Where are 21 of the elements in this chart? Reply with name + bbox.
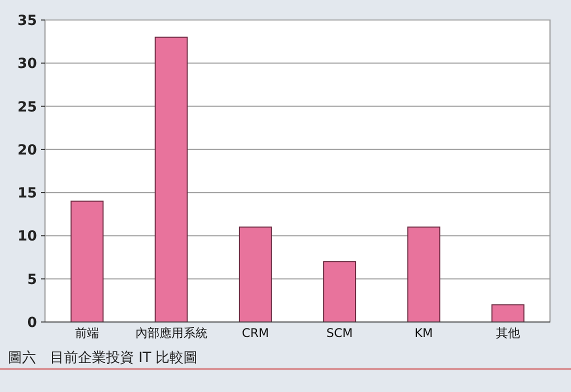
bar [407, 226, 440, 322]
y-tick-label: 10 [18, 228, 38, 245]
x-tick-label: 內部應用系統 [135, 326, 208, 340]
y-tick-label: 25 [18, 99, 37, 116]
y-tick-label: 20 [18, 142, 38, 158]
x-tick-label: 前端 [75, 326, 100, 340]
bar [70, 200, 104, 322]
x-tick-label: CRM [242, 326, 269, 340]
x-tick-label: 其他 [496, 326, 520, 340]
y-tick-label: 35 [18, 13, 37, 29]
bar [154, 36, 188, 322]
x-tick-label: KM [414, 326, 433, 340]
text: 圖六 目前企業投資 IT 比較圖 [8, 350, 198, 366]
y-tick-label: 0 [27, 315, 38, 331]
bar [491, 304, 524, 322]
bar [238, 226, 272, 322]
y-tick-label: 5 [27, 272, 37, 288]
y-tick-label: 15 [18, 186, 37, 202]
bar [323, 261, 356, 322]
x-tick-label: SCM [326, 326, 353, 340]
y-tick-label: 30 [18, 56, 38, 72]
